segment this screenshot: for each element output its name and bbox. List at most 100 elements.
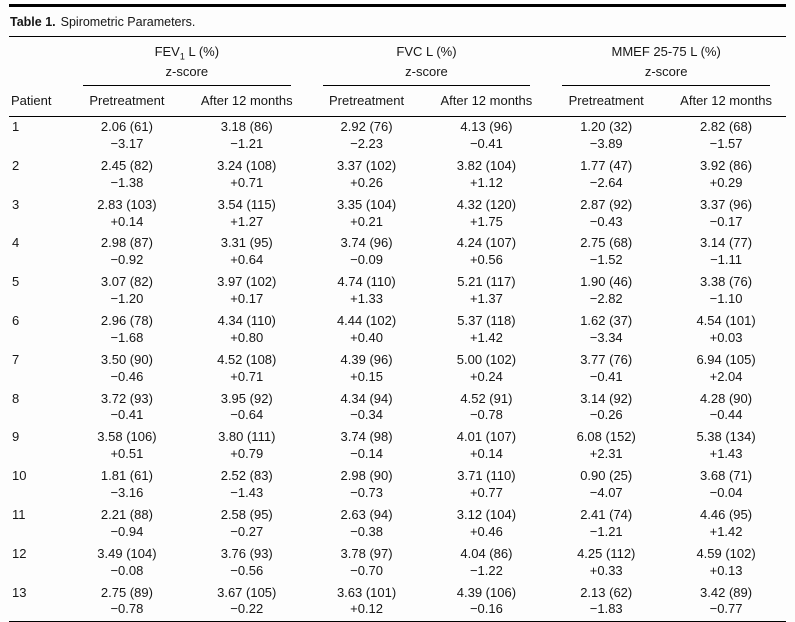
measurement-cell: 3.12 (104) +0.46 xyxy=(426,504,546,543)
measurement-cell: 4.01 (107) +0.14 xyxy=(426,427,546,466)
measurement-cell: 0.90 (25) −4.07 xyxy=(546,466,666,505)
value-with-percent: 3.63 (101) xyxy=(336,584,397,600)
z-score-value: −1.38 xyxy=(110,174,144,190)
measurement-cell: 4.59 (102) +0.13 xyxy=(666,543,786,582)
measurement-cell: 4.46 (95) +1.42 xyxy=(666,504,786,543)
value-with-percent: 2.98 (87) xyxy=(100,235,153,251)
z-score-value: −0.14 xyxy=(350,446,384,462)
patient-id: 10 xyxy=(12,468,27,484)
table-row: 9 3.58 (106) +0.51 3.80 (111) +0.79 3.74 (98)… xyxy=(9,427,786,466)
z-score-value: −0.44 xyxy=(709,407,743,423)
z-score-value: +0.13 xyxy=(709,562,743,578)
value-with-percent: 4.44 (102) xyxy=(336,313,397,329)
z-score-value: +2.04 xyxy=(709,368,743,384)
z-score-value: −2.82 xyxy=(589,291,623,307)
measurement-cell: 3.50 (90) −0.46 xyxy=(67,349,187,388)
value-with-percent: 4.04 (86) xyxy=(460,545,513,561)
z-score-value: +0.80 xyxy=(230,329,264,345)
z-score-value: −1.11 xyxy=(710,252,743,268)
z-score-value: −0.78 xyxy=(110,601,144,617)
group-box-fvc: FVC L (%) z-score xyxy=(322,43,531,86)
col-header-mmef-after-12-months: After 12 months xyxy=(666,85,786,117)
z-score-value: +0.14 xyxy=(469,446,503,462)
z-score-value: −1.22 xyxy=(469,562,503,578)
table-row: 10 1.81 (61) −3.16 2.52 (83) −1.43 2.98 (90) −… xyxy=(9,466,786,505)
group-header-mmef: MMEF 25-75 L (%) z-score xyxy=(546,37,786,86)
measurement-cell: 4.39 (106) −0.16 xyxy=(426,582,546,621)
z-score-value: −0.43 xyxy=(589,213,623,229)
value-with-percent: 3.72 (93) xyxy=(100,390,153,406)
value-with-percent: 3.78 (97) xyxy=(340,545,393,561)
patient-id: 8 xyxy=(12,390,20,406)
measurement-cell: 3.35 (104) +0.21 xyxy=(307,194,427,233)
value-with-percent: 4.52 (108) xyxy=(217,351,277,367)
group-title-base: FEV xyxy=(154,44,180,59)
value-with-percent: 4.34 (94) xyxy=(340,390,393,406)
patient-id: 6 xyxy=(12,313,20,329)
group-subtitle-fvc: z-score xyxy=(405,64,448,80)
top-rule xyxy=(9,4,786,7)
table-caption-label: Table 1. xyxy=(10,15,56,29)
measurement-cell: 1.62 (37) −3.34 xyxy=(546,311,666,350)
group-title-fvc: FVC L (%) xyxy=(323,43,531,63)
value-with-percent: 3.38 (76) xyxy=(700,274,753,290)
value-with-percent: 2.87 (92) xyxy=(580,196,633,212)
col-header-fev1-pretreatment: Pretreatment xyxy=(67,85,187,117)
value-with-percent: 3.35 (104) xyxy=(336,196,397,212)
measurement-cell: 4.28 (90) −0.44 xyxy=(666,388,786,427)
measurement-cell: 4.04 (86) −1.22 xyxy=(426,543,546,582)
value-with-percent: 2.75 (89) xyxy=(100,584,153,600)
measurement-cell: 3.07 (82) −1.20 xyxy=(67,272,187,311)
measurement-cell: 3.82 (104) +1.12 xyxy=(426,155,546,194)
z-score-value: −0.04 xyxy=(709,485,743,501)
patient-column-header: Patient xyxy=(9,85,67,117)
value-with-percent: 3.37 (96) xyxy=(700,196,753,212)
measurement-cell: 3.80 (111) +0.79 xyxy=(187,427,307,466)
measurement-cell: 3.54 (115) +1.27 xyxy=(187,194,307,233)
z-score-value: +2.31 xyxy=(589,446,623,462)
group-box-mmef: MMEF 25-75 L (%) z-score xyxy=(562,43,770,86)
measurement-cell: 2.58 (95) −0.27 xyxy=(187,504,307,543)
z-score-value: +1.43 xyxy=(709,446,743,462)
measurement-cell: 2.52 (83) −1.43 xyxy=(187,466,307,505)
value-with-percent: 3.82 (104) xyxy=(456,157,517,173)
value-with-percent: 0.90 (25) xyxy=(580,468,633,484)
col-header-mmef-pretreatment: Pretreatment xyxy=(546,85,667,117)
group-header-fvc: FVC L (%) z-score xyxy=(307,37,547,86)
measurement-cell: 2.75 (89) −0.78 xyxy=(67,582,187,621)
value-with-percent: 2.58 (95) xyxy=(220,506,273,522)
z-score-value: −0.78 xyxy=(469,407,503,423)
patient-id: 7 xyxy=(12,351,20,367)
value-with-percent: 4.13 (96) xyxy=(460,119,513,135)
value-with-percent: 4.39 (96) xyxy=(340,351,393,367)
z-score-value: −0.27 xyxy=(230,523,264,539)
measurement-cell: 2.41 (74) −1.21 xyxy=(546,504,666,543)
measurement-cell: 5.21 (117) +1.37 xyxy=(426,272,546,311)
measurement-cell: 2.13 (62) −1.83 xyxy=(546,582,666,621)
table-row: 11 2.21 (88) −0.94 2.58 (95) −0.27 2.63 (94) −… xyxy=(9,504,786,543)
z-score-value: −3.16 xyxy=(110,485,144,501)
measurement-cell: 4.25 (112) +0.33 xyxy=(546,543,666,582)
z-score-value: −0.46 xyxy=(110,368,144,384)
measurement-cell: 2.98 (90) −0.73 xyxy=(307,466,427,505)
measurement-cell: 2.87 (92) −0.43 xyxy=(546,194,666,233)
measurement-cell: 3.76 (93) −0.56 xyxy=(187,543,307,582)
value-with-percent: 4.28 (90) xyxy=(700,390,753,406)
value-with-percent: 3.54 (115) xyxy=(217,196,276,212)
measurement-cell: 1.90 (46) −2.82 xyxy=(546,272,666,311)
z-score-value: +0.64 xyxy=(230,252,264,268)
z-score-value: −0.34 xyxy=(350,407,384,423)
group-title-rest: L (%) xyxy=(686,44,721,59)
value-with-percent: 1.90 (46) xyxy=(580,274,633,290)
value-with-percent: 3.80 (111) xyxy=(218,429,276,445)
z-score-value: −1.57 xyxy=(709,136,743,152)
value-with-percent: 2.21 (88) xyxy=(100,506,153,522)
value-with-percent: 2.41 (74) xyxy=(580,506,633,522)
measurement-cell: 3.31 (95) +0.64 xyxy=(187,233,307,272)
table-row: 8 3.72 (93) −0.41 3.95 (92) −0.64 4.34 (94) −0… xyxy=(9,388,786,427)
patient-id: 13 xyxy=(12,584,27,600)
value-with-percent: 3.97 (102) xyxy=(217,274,277,290)
measurement-cell: 2.83 (103) +0.14 xyxy=(67,194,187,233)
z-score-value: −3.17 xyxy=(110,136,144,152)
table-body: 1 2.06 (61) −3.17 3.18 (86) −1.21 2.92 (76) −2… xyxy=(9,116,786,621)
